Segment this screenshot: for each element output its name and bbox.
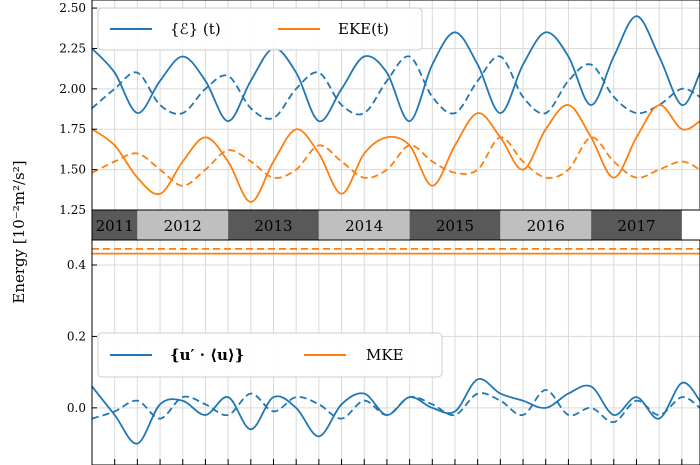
- bottom-x-ticks: [114, 459, 683, 465]
- top-series: [91, 15, 700, 203]
- year-band-segment: [137, 210, 229, 240]
- year-band-segment: [500, 210, 592, 240]
- series-line-orange-solid: [91, 104, 700, 203]
- year-label: 2013: [254, 217, 292, 235]
- year-band: 2011 2012 2013 2014 2015 2016 2017: [91, 209, 700, 241]
- legend-label-flux: {u′ · ⟨u⟩}: [170, 346, 244, 364]
- series-line-blue-dashed: [91, 389, 700, 424]
- year-band-segment: [591, 210, 682, 240]
- y-tick-label: 2.50: [59, 1, 86, 15]
- top-legend-box: [97, 7, 423, 51]
- year-label: 2014: [345, 217, 383, 235]
- y-tick-label: 1.25: [59, 203, 86, 217]
- y-tick-label: 0.0: [67, 401, 86, 415]
- y-tick-label: 2.00: [59, 82, 86, 96]
- bottom-panel: 0.0 0.2 0.4 {u′ · ⟨u⟩} MKE: [67, 239, 700, 465]
- year-band-segment: [409, 210, 501, 240]
- y-tick-label: 1.50: [59, 163, 86, 177]
- legend-label-energy: {ℰ} (t): [170, 20, 221, 38]
- y-axis-label: Energy [10⁻²m²/s²]: [10, 160, 28, 303]
- y-tick-label: 1.75: [59, 122, 86, 136]
- bottom-legend: {u′ · ⟨u⟩} MKE: [97, 332, 443, 378]
- top-y-ticks: 1.25 1.50 1.75 2.00 2.25 2.50: [59, 1, 97, 217]
- series-line-blue-solid: [91, 15, 700, 123]
- bottom-y-ticks: 0.0 0.2 0.4: [67, 258, 97, 415]
- year-label: 2012: [164, 217, 202, 235]
- year-label: 2015: [436, 217, 474, 235]
- legend-label-mke: MKE: [366, 346, 404, 364]
- year-label: 2017: [617, 217, 655, 235]
- top-legend: {ℰ} (t) EKE(t): [97, 7, 423, 51]
- top-panel: 1.25 1.50 1.75 2.00 2.25 2.50 {ℰ} (t) EKE(t): [59, 0, 700, 217]
- y-tick-label: 0.2: [67, 329, 86, 343]
- y-tick-label: 2.25: [59, 41, 86, 55]
- bottom-series: [91, 248, 700, 445]
- bottom-frame: [91, 239, 700, 465]
- year-band-segment: [318, 210, 410, 240]
- year-band-segment: [228, 210, 319, 240]
- legend-label-eke: EKE(t): [338, 20, 389, 38]
- series-line-blue-solid: [91, 378, 700, 445]
- series-line-orange-dashed: [91, 136, 700, 187]
- bottom-legend-box: [97, 332, 443, 378]
- year-band-segment: [92, 210, 138, 240]
- y-tick-label: 0.4: [67, 258, 86, 272]
- year-label: 2011: [96, 217, 134, 235]
- series-line-blue-dashed: [91, 55, 700, 120]
- year-label: 2016: [527, 217, 565, 235]
